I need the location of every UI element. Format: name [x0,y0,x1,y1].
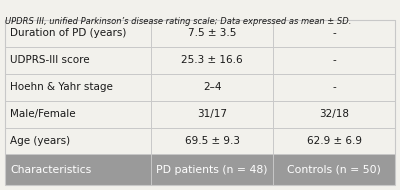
Text: Characteristics: Characteristics [10,165,91,175]
Text: -: - [332,82,336,92]
Text: Duration of PD (years): Duration of PD (years) [10,28,126,38]
Bar [5,154,395,185]
Text: -: - [332,28,336,38]
Text: 32/18: 32/18 [319,109,349,119]
Bar [5,20,395,185]
Text: 25.3 ± 16.6: 25.3 ± 16.6 [181,55,243,65]
Text: 31/17: 31/17 [197,109,227,119]
Bar [5,47,395,74]
Text: 2–4: 2–4 [203,82,222,92]
Bar [5,127,395,154]
Text: -: - [332,55,336,65]
Text: Male/Female: Male/Female [10,109,76,119]
Text: UPDRS III, unified Parkinson’s disease rating scale; Data expressed as mean ± SD: UPDRS III, unified Parkinson’s disease r… [5,17,351,26]
Text: UDPRS-III score: UDPRS-III score [10,55,90,65]
Text: 69.5 ± 9.3: 69.5 ± 9.3 [185,136,240,146]
Bar [5,74,395,101]
Text: PD patients (n = 48): PD patients (n = 48) [156,165,268,175]
Text: 62.9 ± 6.9: 62.9 ± 6.9 [306,136,362,146]
Text: Age (years): Age (years) [10,136,70,146]
Text: 7.5 ± 3.5: 7.5 ± 3.5 [188,28,236,38]
Bar [5,101,395,127]
Bar [5,20,395,47]
Text: Controls (n = 50): Controls (n = 50) [287,165,381,175]
Text: Hoehn & Yahr stage: Hoehn & Yahr stage [10,82,113,92]
